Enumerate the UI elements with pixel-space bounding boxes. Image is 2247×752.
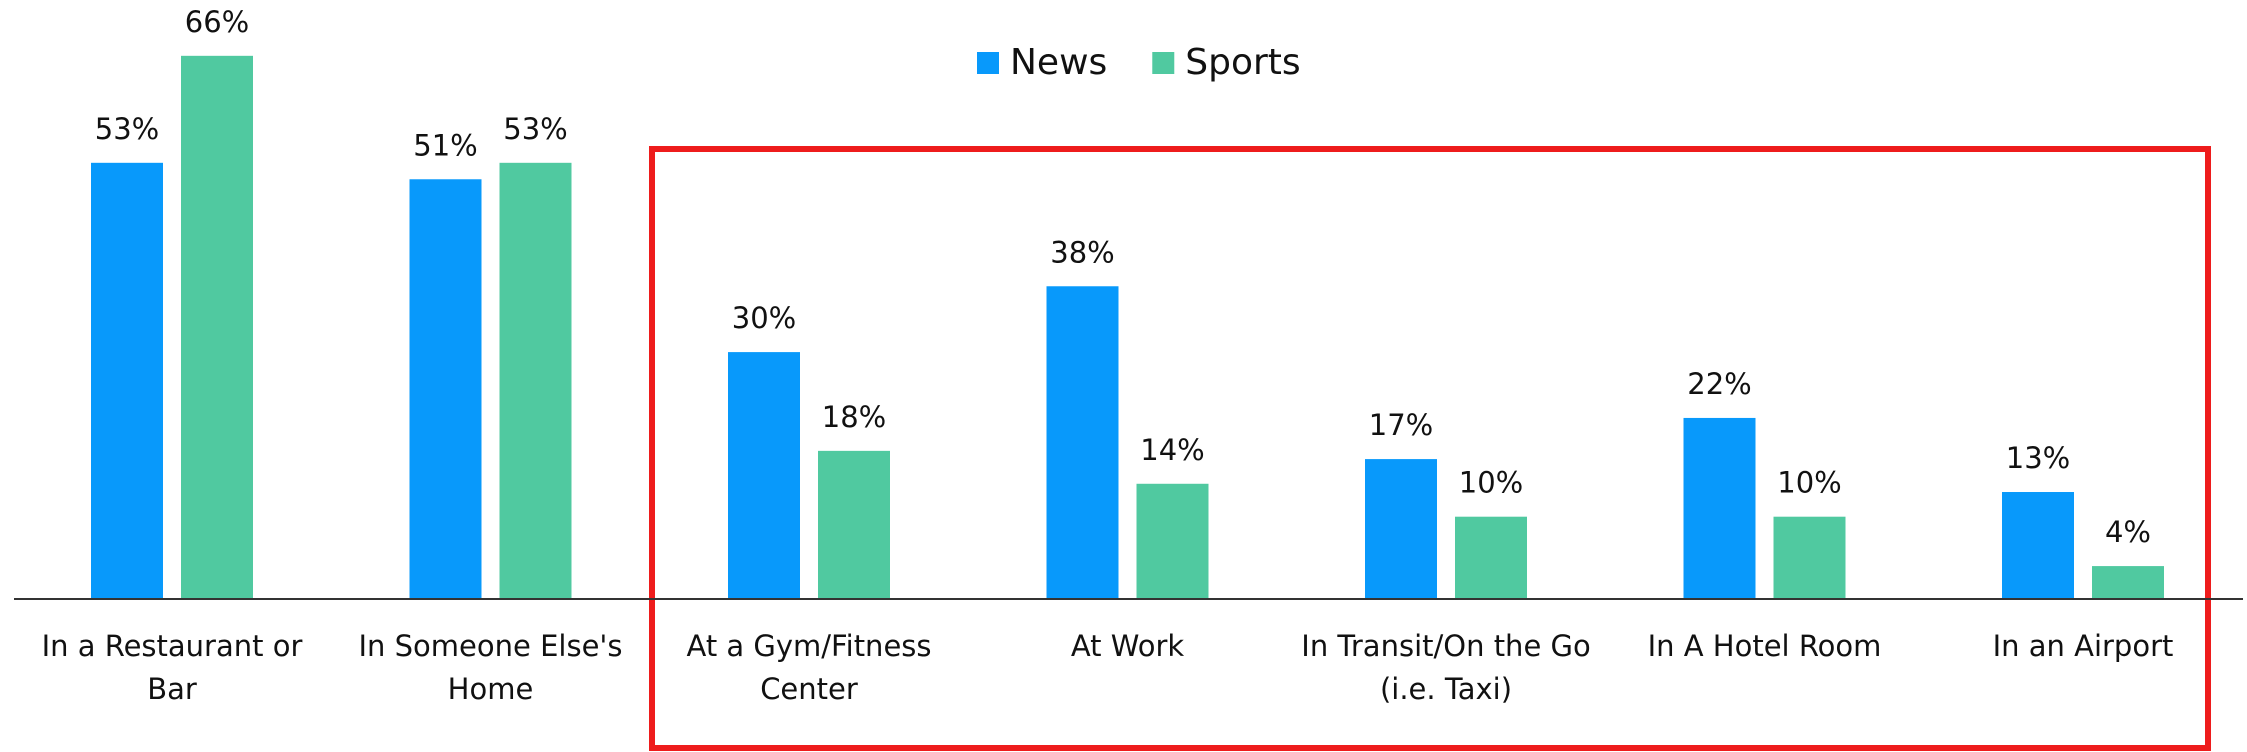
bar <box>1773 516 1846 599</box>
bar <box>1455 516 1527 599</box>
bar <box>1046 286 1119 599</box>
bar <box>181 55 253 599</box>
bar <box>2002 492 2074 599</box>
x-tick-label: In an Airport <box>1992 629 2174 663</box>
bar <box>2092 566 2164 599</box>
legend-swatch <box>977 52 999 74</box>
value-label: 51% <box>413 128 477 162</box>
value-label: 10% <box>1459 466 1523 500</box>
bar <box>409 179 482 599</box>
value-label: 66% <box>185 5 249 39</box>
value-label: 18% <box>822 400 886 434</box>
value-label: 53% <box>95 112 159 146</box>
bar <box>1683 417 1756 599</box>
bar <box>728 352 800 599</box>
x-tick-label: At a Gym/Fitness Center <box>686 629 932 706</box>
legend-label: Sports <box>1185 42 1300 83</box>
value-label: 17% <box>1369 408 1433 442</box>
value-label: 22% <box>1687 367 1751 401</box>
value-label: 14% <box>1140 433 1204 467</box>
legend-label: News <box>1010 42 1107 83</box>
bar <box>818 450 890 599</box>
bar <box>91 162 163 599</box>
value-label: 30% <box>732 301 796 335</box>
x-tick-label: At Work <box>1070 629 1185 663</box>
x-tick-label: In Someone Else's Home <box>358 629 623 706</box>
x-tick-label: In A Hotel Room <box>1647 629 1882 663</box>
bar <box>1136 483 1209 599</box>
value-label: 53% <box>503 112 567 146</box>
bar <box>499 162 572 599</box>
value-label: 4% <box>2105 515 2151 549</box>
x-tick-label: In Transit/On the Go (i.e. Taxi) <box>1301 629 1591 706</box>
x-tick-label: In a Restaurant or Bar <box>41 629 303 706</box>
value-label: 13% <box>2006 441 2070 475</box>
legend-swatch <box>1152 52 1175 74</box>
highlight-box <box>649 146 2211 751</box>
bar <box>1365 459 1437 599</box>
value-label: 38% <box>1050 235 1114 269</box>
value-label: 10% <box>1777 466 1841 500</box>
